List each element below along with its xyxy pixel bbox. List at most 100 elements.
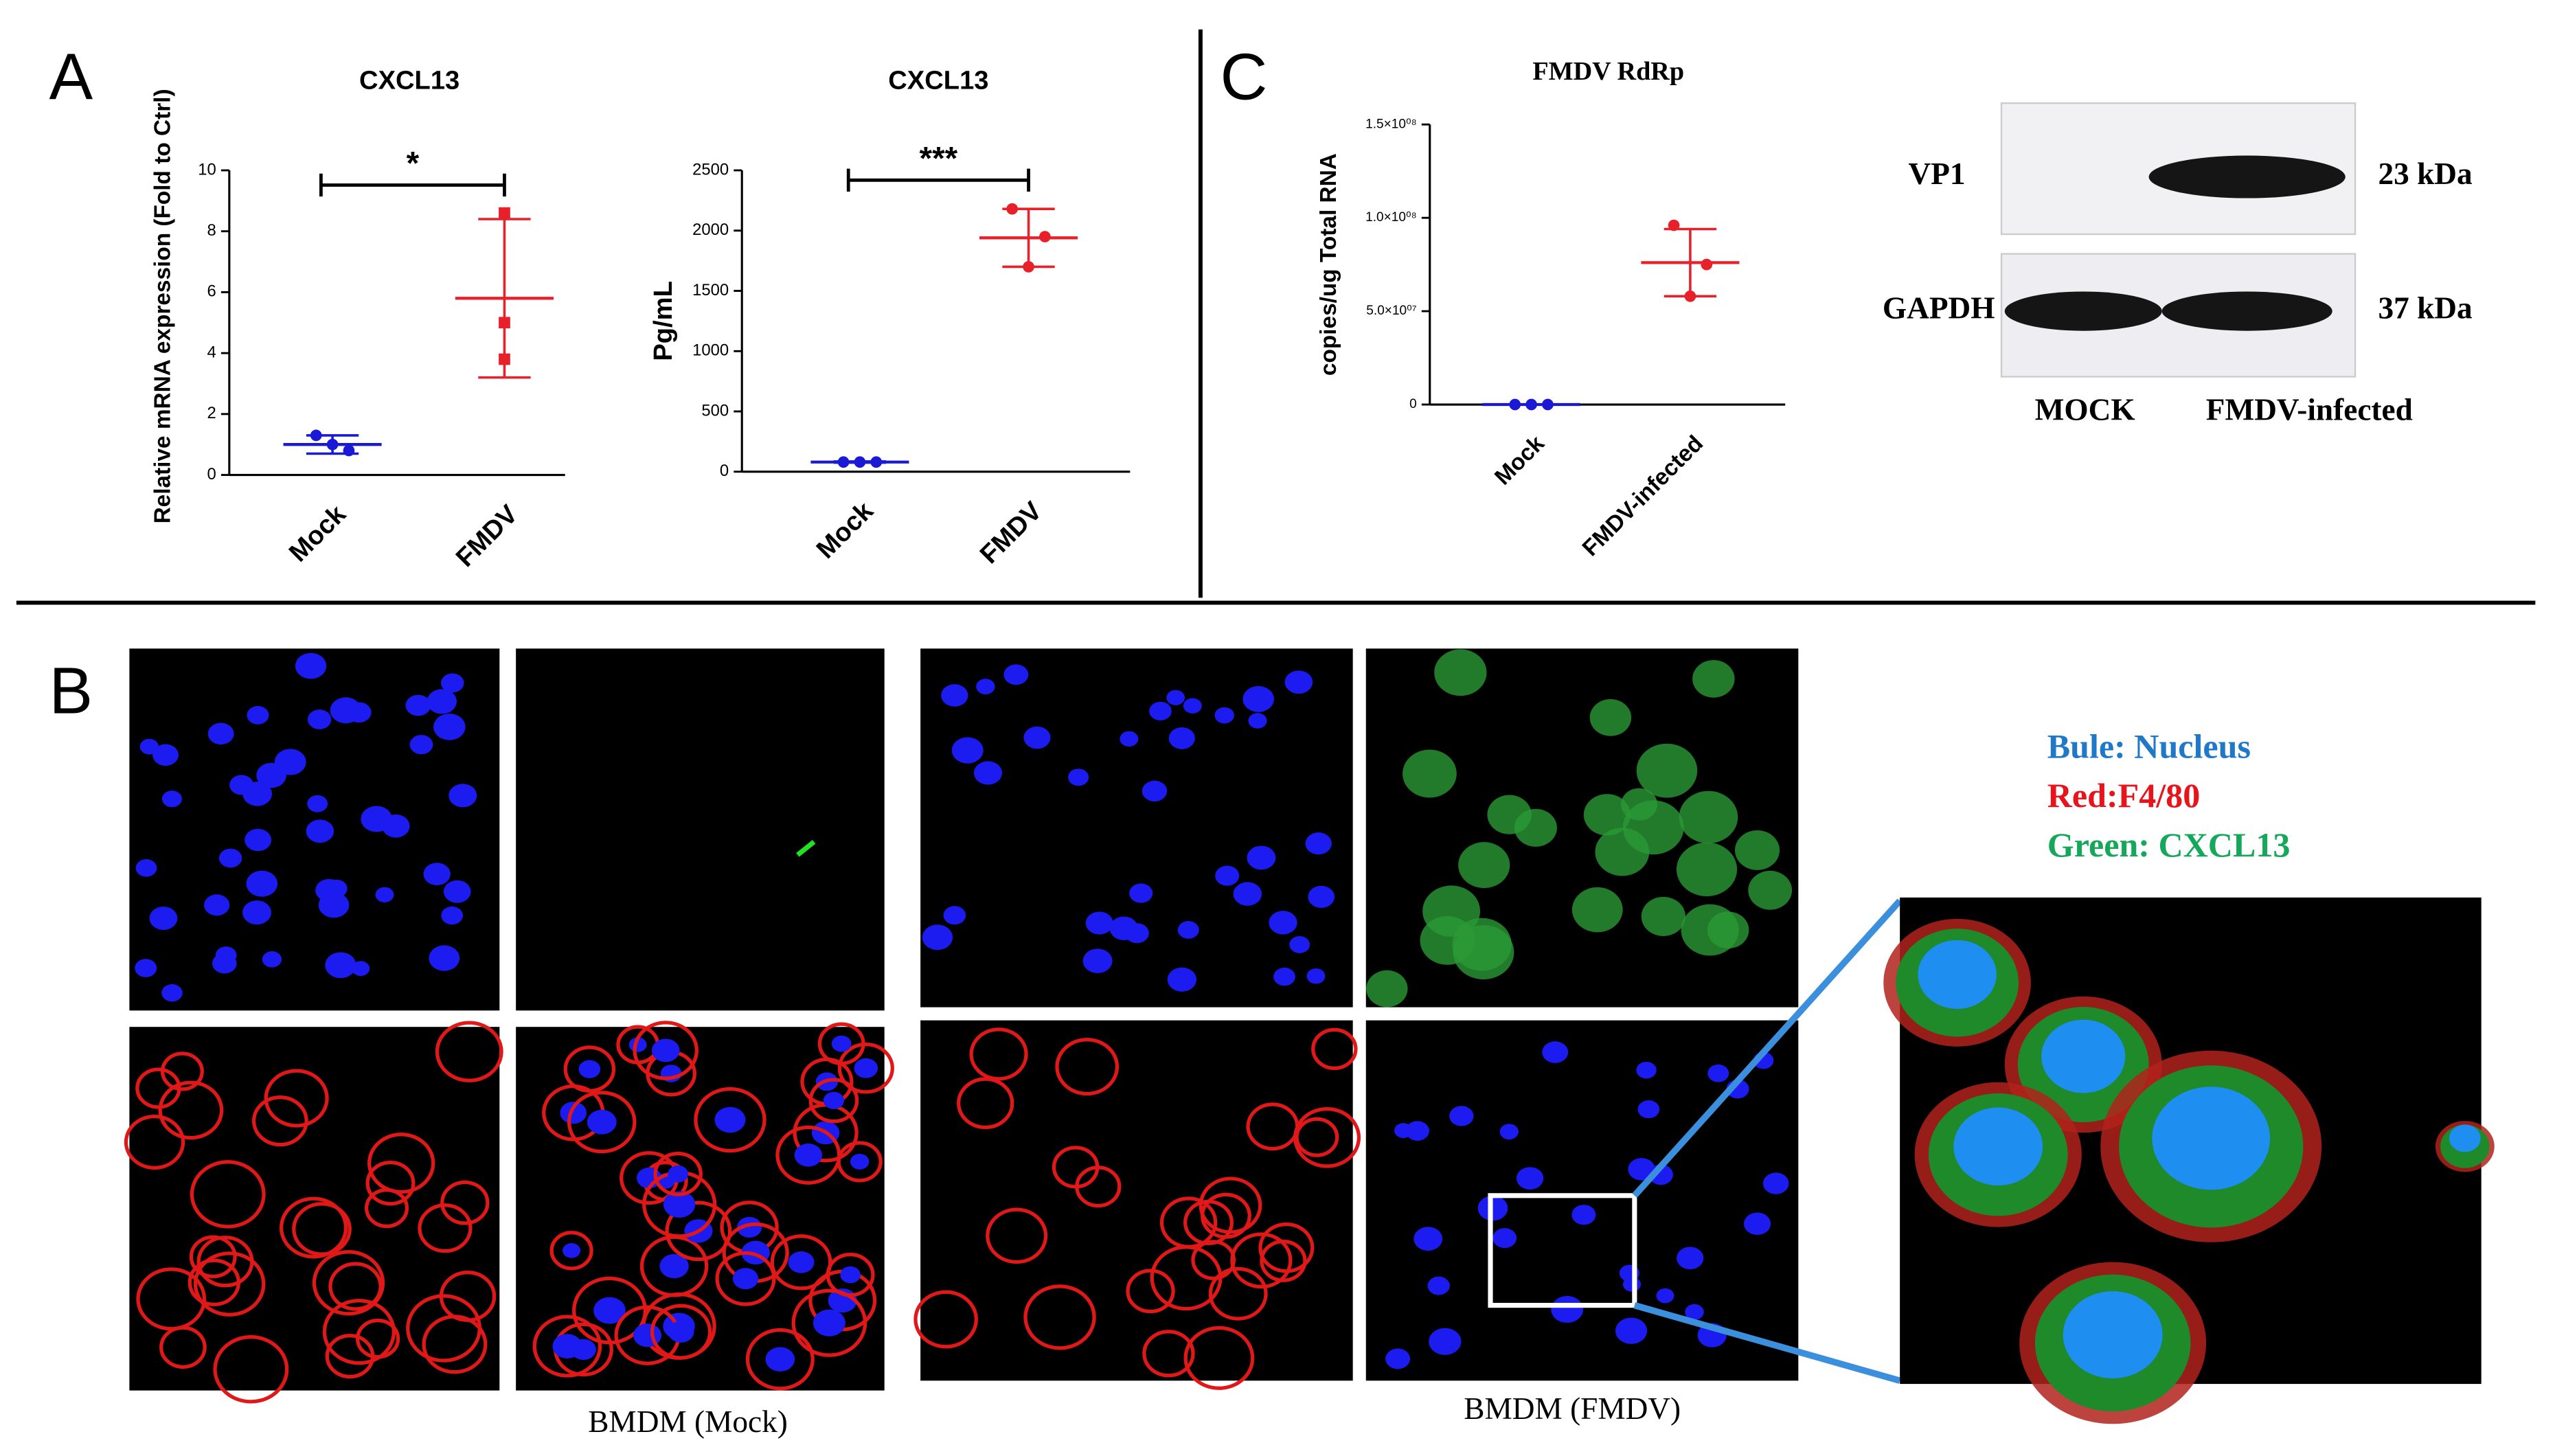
cell-membrane [124, 1115, 185, 1170]
nucleus [1656, 1288, 1674, 1304]
nucleus [440, 673, 464, 693]
data-point [499, 353, 510, 365]
cell-membrane [775, 1125, 841, 1185]
cell-cytoplasm [1571, 887, 1623, 933]
nucleus [375, 887, 394, 902]
cell-membrane [665, 1201, 732, 1262]
nucleus [152, 744, 179, 766]
nucleus [1248, 713, 1267, 729]
cell-cytoplasm [1458, 842, 1510, 888]
data-point [1668, 219, 1680, 231]
cell-membrane [196, 1236, 254, 1288]
cell-membrane [158, 1080, 224, 1140]
nucleus [262, 951, 282, 968]
nucleus [1109, 916, 1138, 940]
nucleus [429, 945, 460, 971]
cell-membrane [563, 1045, 616, 1093]
nucleus [1429, 1328, 1462, 1355]
cell-membrane [312, 1250, 385, 1316]
y-tick-label: 0 [207, 465, 216, 484]
cell-membrane [193, 1251, 266, 1317]
nucleus [1082, 948, 1113, 974]
nucleus [306, 819, 334, 843]
cell-membrane [367, 1133, 435, 1194]
nucleus [1305, 832, 1332, 855]
cell-membrane [1183, 1199, 1234, 1246]
cell-membrane [913, 1290, 978, 1349]
data-point [499, 317, 510, 329]
cell-membrane [160, 1051, 204, 1091]
blot-size: 37 kDa [2378, 291, 2472, 325]
y-tick-label: 1.0×10⁰⁸ [1365, 210, 1417, 225]
cell-membrane [189, 1235, 237, 1279]
y-tick-label: 10 [198, 160, 216, 179]
nucleus [1542, 1041, 1569, 1063]
nucleus [976, 679, 995, 695]
nucleus [242, 900, 271, 925]
blot-band [2148, 155, 2346, 198]
nucleus [1449, 1106, 1474, 1126]
nucleus [1636, 1061, 1657, 1079]
nucleus [1628, 1158, 1655, 1181]
nucleus [427, 689, 457, 714]
nucleus [973, 761, 1003, 785]
nucleus [1427, 1276, 1450, 1295]
nucleus [318, 892, 350, 918]
cell-cytoplasm [1434, 649, 1487, 696]
data-point [310, 429, 322, 442]
cell-membrane [1293, 1106, 1361, 1168]
nucleus [423, 863, 451, 886]
nucleus [1385, 1348, 1411, 1369]
cell-membrane [650, 1304, 712, 1360]
cell-membrane [365, 1161, 416, 1206]
blot-band [2161, 291, 2332, 331]
cell-membrane [745, 1328, 815, 1391]
nucleus [149, 906, 178, 930]
cell-membrane [422, 1315, 488, 1374]
nucleus [247, 705, 269, 725]
y-tick-label: 1.5×10⁰⁸ [1365, 117, 1417, 131]
cell-membrane [969, 1027, 1028, 1081]
y-tick-label: 6 [207, 282, 216, 301]
x-tick-label: FMDV-infected [1578, 431, 1708, 561]
nucleus [1247, 845, 1276, 870]
nucleus [2449, 1124, 2481, 1152]
y-tick-label: 1500 [692, 281, 729, 299]
micro-legend: Red:F4/80 [2047, 776, 2200, 815]
cell-membrane [325, 1334, 375, 1379]
nucleus [1003, 664, 1029, 685]
y-tick-label: 4 [207, 343, 216, 361]
nucleus [1149, 701, 1172, 720]
cell-membrane [808, 1078, 859, 1124]
nucleus [135, 959, 157, 977]
cell-membrane [136, 1267, 207, 1331]
nucleus [135, 859, 157, 877]
nucleus [922, 924, 953, 951]
nucleus [325, 952, 356, 979]
nucleus [448, 784, 477, 808]
nucleus [2041, 1019, 2126, 1093]
cell-membrane [435, 1021, 503, 1082]
nucleus [1499, 1124, 1519, 1140]
nucleus [578, 1060, 601, 1078]
nucleus [207, 723, 234, 745]
nucleus [823, 1091, 845, 1110]
cell-cytoplasm [1748, 870, 1793, 910]
cell-membrane [1075, 1165, 1122, 1208]
y-tick-label: 0 [720, 462, 729, 480]
nucleus [552, 1334, 582, 1358]
x-tick-label: FMDV [975, 496, 1048, 569]
micro-image [1365, 1020, 1799, 1381]
nucleus [1215, 865, 1240, 886]
western-blot: VP1 GAPDH 23 kDa 37 kDa MOCK FMDV-infect… [1883, 102, 2473, 426]
nucleus [1615, 1317, 1648, 1344]
nucleus [409, 735, 433, 755]
blot-size: 23 kDa [2378, 157, 2472, 191]
nucleus [1023, 726, 1051, 749]
nucleus [788, 1251, 815, 1273]
blot-lane-label: FMDV-infected [2206, 392, 2413, 426]
significance-label: *** [920, 140, 958, 177]
nucleus [1214, 707, 1234, 724]
cell-cytoplasm [1676, 842, 1738, 896]
nucleus [326, 879, 348, 898]
